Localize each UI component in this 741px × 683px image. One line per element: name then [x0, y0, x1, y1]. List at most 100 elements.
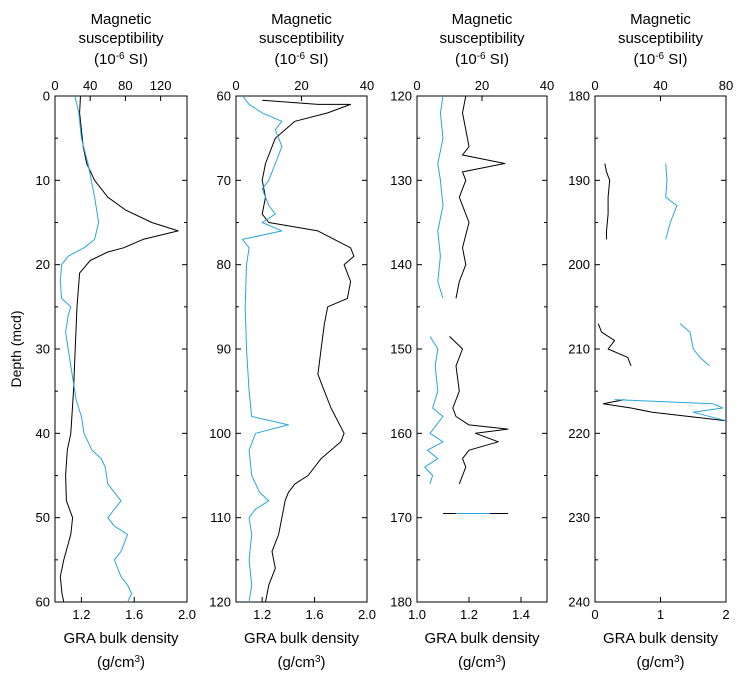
bottom-axis-unit: (g/cm3) [636, 654, 684, 672]
y-tick-label: 160 [390, 426, 412, 441]
y-axis-label: Depth (mcd) [8, 310, 24, 387]
bottom-axis-unit-rest: ) [140, 654, 145, 671]
top-x-tick-label: 40 [360, 78, 374, 93]
bottom-x-tick-label: 1.2 [460, 607, 478, 622]
top-title-line1: Magnetic [91, 11, 152, 28]
bottom-x-tick-label: 2.0 [178, 607, 196, 622]
top-axis-unit-base: (10 [634, 51, 656, 68]
y-tick-label: 60 [36, 595, 50, 610]
y-tick-label: 40 [36, 426, 50, 441]
y-tick-label: 10 [36, 173, 50, 188]
magnetic-susceptibility-line [597, 323, 632, 367]
top-axis-unit-rest: SI) [486, 51, 509, 68]
top-axis-unit-base: (10 [94, 51, 116, 68]
bottom-axis-title: GRA bulk density [244, 630, 360, 647]
top-x-tick-label: 0 [232, 78, 239, 93]
gra-density-line [665, 163, 678, 240]
y-tick-label: 0 [43, 89, 50, 104]
top-title-line2: susceptibility [78, 30, 164, 47]
top-title-line1: Magnetic [630, 11, 691, 28]
y-tick-label: 20 [36, 257, 50, 272]
plot-frame [235, 95, 368, 603]
magnetic-susceptibility-line [261, 99, 355, 603]
top-x-tick-label: 0 [51, 78, 58, 93]
plot-frame [594, 95, 727, 603]
y-tick-label: 30 [36, 342, 50, 357]
magnetic-susceptibility-line [455, 95, 506, 299]
bottom-x-tick-label: 1.4 [512, 607, 530, 622]
top-x-tick-label: 40 [653, 78, 667, 93]
top-axis-unit-exponent: -6 [477, 51, 486, 62]
y-tick-label: 230 [568, 510, 590, 525]
bottom-axis-unit-rest: ) [321, 654, 326, 671]
y-tick-label: 240 [568, 595, 590, 610]
top-title-line1: Magnetic [271, 11, 332, 28]
gra-density-line [679, 323, 710, 367]
panel-1: Magnetic susceptibility (10-6 SI) GRA bulk … [36, 11, 197, 671]
top-x-tick-label: 0 [413, 78, 420, 93]
y-tick-label: 110 [210, 510, 231, 525]
panel-4: Magnetic susceptibility (10-6 SI) GRA bulk … [568, 11, 733, 671]
magnetic-susceptibility-line [59, 95, 179, 603]
top-axis-unit: (10-6 SI) [455, 51, 509, 69]
y-tick-label: 170 [390, 510, 412, 525]
y-tick-label: 140 [390, 257, 412, 272]
top-axis-unit: (10-6 SI) [634, 51, 688, 69]
bottom-x-tick-label: 1.6 [306, 607, 324, 622]
top-x-tick-label: 80 [118, 78, 132, 93]
bottom-axis-unit: (g/cm3) [97, 654, 145, 672]
panel-2: Magnetic susceptibility (10-6 SI) GRA bulk … [209, 11, 376, 671]
y-tick-label: 70 [217, 173, 231, 188]
top-title-line1: Magnetic [452, 11, 513, 28]
bottom-axis-unit-base: (g/cm [277, 654, 315, 671]
y-tick-label: 210 [568, 342, 590, 357]
bottom-x-tick-label: 1.2 [253, 607, 271, 622]
y-tick-label: 120 [209, 595, 231, 610]
bottom-axis-title: GRA bulk density [424, 630, 540, 647]
y-tick-label: 60 [217, 89, 231, 104]
y-tick-label: 100 [209, 426, 231, 441]
top-x-tick-label: 80 [719, 78, 733, 93]
y-tick-label: 190 [568, 173, 590, 188]
y-tick-label: 220 [568, 426, 590, 441]
bottom-x-tick-label: 1 [657, 607, 664, 622]
magnetic-susceptibility-line [604, 163, 611, 240]
bottom-axis-unit-exponent: 3 [315, 654, 321, 665]
top-axis-unit-rest: SI) [125, 51, 148, 68]
y-tick-label: 200 [568, 257, 590, 272]
bottom-axis-unit-base: (g/cm [458, 654, 496, 671]
top-axis-unit-exponent: -6 [296, 51, 305, 62]
top-axis-unit-rest: SI) [664, 51, 687, 68]
gra-density-line [59, 95, 133, 603]
y-tick-label: 120 [390, 89, 412, 104]
gra-density-line [424, 336, 444, 485]
bottom-axis-unit-exponent: 3 [674, 654, 680, 665]
y-tick-label: 150 [390, 342, 412, 357]
y-tick-label: 180 [390, 595, 412, 610]
bottom-x-tick-label: 2 [722, 607, 729, 622]
top-axis-unit-base: (10 [275, 51, 297, 68]
bottom-axis-unit-base: (g/cm [636, 654, 674, 671]
y-tick-label: 90 [217, 342, 231, 357]
y-tick-label: 180 [568, 89, 590, 104]
bottom-axis-unit: (g/cm3) [458, 654, 506, 672]
top-x-tick-label: 40 [83, 78, 97, 93]
bottom-x-tick-label: 2.0 [358, 607, 376, 622]
top-axis-unit-rest: SI) [305, 51, 328, 68]
bottom-axis-unit: (g/cm3) [277, 654, 325, 672]
bottom-x-tick-label: 1.0 [408, 607, 426, 622]
bottom-axis-title: GRA bulk density [603, 630, 719, 647]
y-tick-label: 80 [217, 257, 231, 272]
top-x-tick-label: 20 [475, 78, 489, 93]
top-axis-unit: (10-6 SI) [94, 51, 148, 69]
top-x-tick-label: 40 [540, 78, 554, 93]
panel-3: Magnetic susceptibility (10-6 SI) GRA bulk … [390, 11, 554, 671]
top-axis-unit-exponent: -6 [116, 51, 125, 62]
magnetic-susceptibility-line [602, 399, 727, 422]
top-x-tick-label: 0 [591, 78, 598, 93]
bottom-axis-unit-exponent: 3 [134, 654, 140, 665]
magnetic-susceptibility-line [449, 336, 509, 485]
gra-density-line [242, 95, 289, 603]
bottom-axis-unit-rest: ) [501, 654, 506, 671]
